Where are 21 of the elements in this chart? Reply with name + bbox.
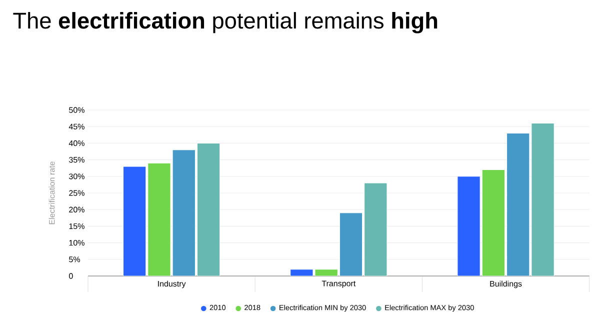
x-tick-label: Buildings [490,280,522,288]
y-tick-label: 45% [68,124,84,130]
x-tick-label: Industry [158,280,186,288]
y-tick-label: 40% [68,140,84,146]
bar [196,142,220,276]
y-tick-label: 5% [69,256,80,262]
y-tick-label: 30% [69,174,84,180]
y-tick-label: 15% [69,223,84,230]
y-tick-label: 35% [69,156,84,163]
bar [531,123,554,276]
y-tick-label: 20% [69,206,84,212]
y-tick-label: 50% [69,107,84,113]
y-tick-label: 10% [69,240,84,246]
bar [364,182,388,276]
bar [122,166,146,276]
bar [457,176,480,276]
y-tick-label: 0 [69,273,73,279]
y-axis-title: Electrification rate [48,162,55,224]
x-tick-label: Transport [322,280,356,288]
chart-title: The electrification potential remains high [13,12,438,34]
y-tick-label: 25% [69,190,84,196]
